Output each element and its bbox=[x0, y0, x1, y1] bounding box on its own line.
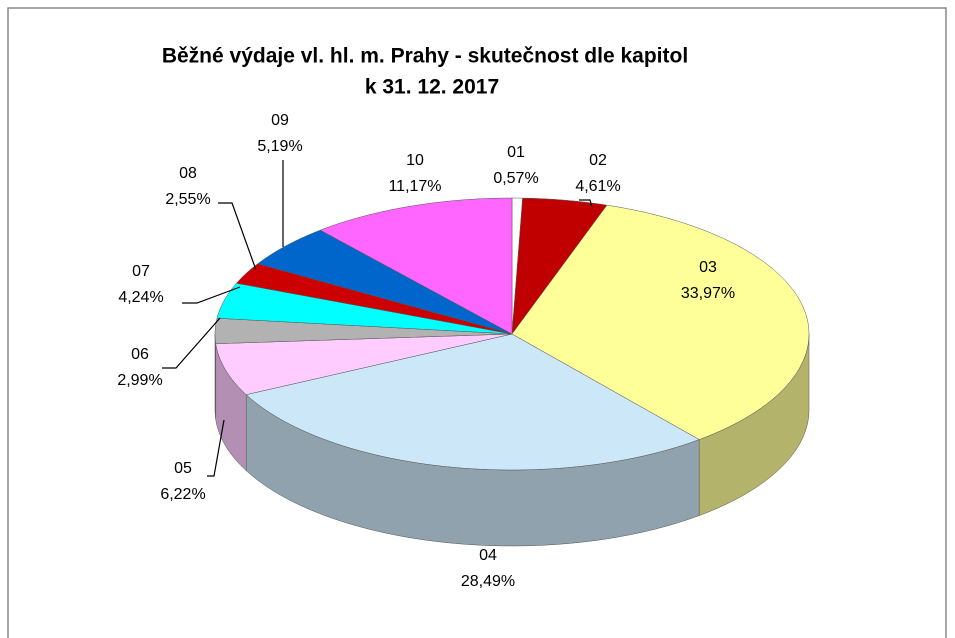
leader-line bbox=[218, 202, 257, 271]
leader-line bbox=[579, 199, 593, 208]
value-label: 11,17% bbox=[388, 178, 441, 195]
value-label: 33,97% bbox=[681, 285, 735, 302]
value-label: 28,49% bbox=[461, 573, 515, 590]
slice-side bbox=[214, 334, 217, 420]
value-label: 4,61% bbox=[575, 178, 620, 195]
slice bbox=[215, 333, 513, 395]
category-label: 02 bbox=[589, 152, 607, 169]
category-label: 07 bbox=[132, 263, 150, 280]
value-label: 2,99% bbox=[117, 372, 162, 389]
slice bbox=[245, 333, 700, 471]
value-label: 6,22% bbox=[160, 486, 205, 503]
value-label: 2,55% bbox=[165, 191, 210, 208]
slice bbox=[511, 204, 810, 440]
category-label: 03 bbox=[699, 259, 717, 276]
value-label: 0,57% bbox=[493, 170, 538, 187]
leader-line bbox=[162, 317, 221, 369]
slice bbox=[235, 263, 513, 335]
pie-tops bbox=[214, 197, 810, 471]
category-label: 10 bbox=[406, 152, 424, 169]
category-label: 04 bbox=[479, 547, 497, 564]
category-label: 05 bbox=[174, 460, 192, 477]
category-label: 09 bbox=[271, 112, 289, 129]
chart-subtitle: k 31. 12. 2017 bbox=[365, 76, 499, 99]
category-label: 06 bbox=[131, 346, 149, 363]
leader-line bbox=[207, 419, 225, 477]
slice bbox=[257, 229, 513, 335]
data-labels: 01 0,57% 02 4,61% 03 33,97% 04 28,49% 05 6,22% 06 2… bbox=[117, 112, 735, 590]
value-label: 4,24% bbox=[118, 289, 163, 306]
category-label: 01 bbox=[507, 144, 525, 161]
category-label: 08 bbox=[179, 165, 197, 182]
slice bbox=[216, 282, 513, 335]
pie-sides bbox=[214, 333, 810, 547]
value-label: 5,19% bbox=[257, 138, 302, 155]
slice bbox=[511, 197, 608, 335]
leader-line bbox=[182, 286, 241, 304]
chart-title: Běžné výdaje vl. hl. m. Prahy - skutečno… bbox=[162, 45, 688, 68]
slice bbox=[319, 197, 513, 335]
slice bbox=[214, 317, 513, 344]
